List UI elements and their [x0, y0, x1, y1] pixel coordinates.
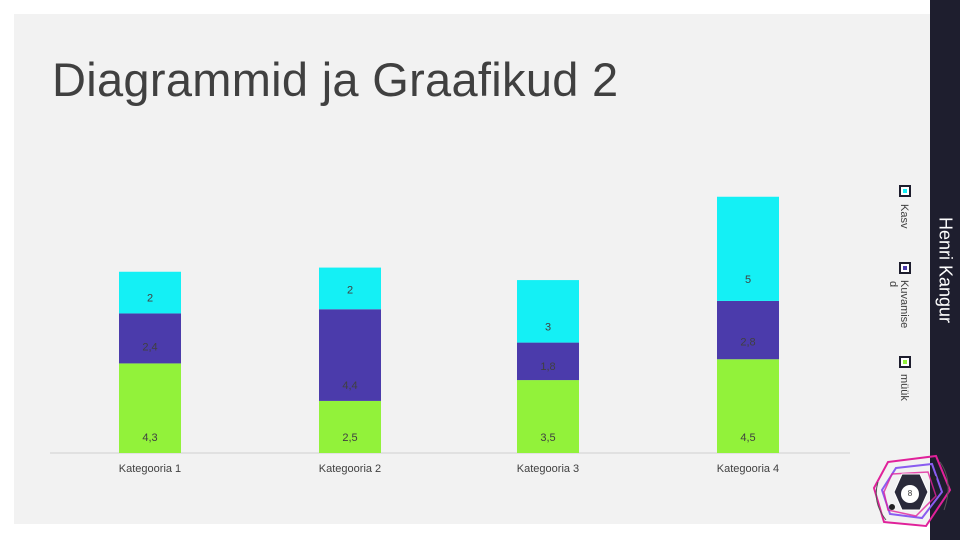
page-number: 8	[901, 485, 919, 503]
legend-label: Kuvamise	[898, 280, 910, 328]
bar-segment	[119, 271, 181, 314]
data-label: 2	[147, 292, 153, 304]
data-label: 1,8	[540, 361, 555, 373]
bar-segment	[717, 300, 779, 360]
data-label: 2,4	[142, 341, 157, 353]
category-label: Kategooria 3	[517, 463, 579, 475]
legend-swatch-fill	[903, 266, 907, 270]
data-label: 2,8	[740, 336, 755, 348]
bar-segment	[119, 313, 181, 364]
data-label: 3	[545, 322, 551, 334]
right-side-bar	[930, 0, 960, 540]
bar-segment	[717, 196, 779, 301]
bar-segment	[319, 309, 381, 401]
data-label: 4,4	[342, 380, 357, 392]
legend-label-wrap: d	[887, 281, 899, 287]
data-label: 5	[745, 274, 751, 286]
bar-segment	[717, 359, 779, 453]
author-name: Henri Kangur	[935, 216, 956, 324]
stacked-bar-chart: 4,3 2,4 2 Kategooria 1 2,5 4,4 2 Kategooria 2 3,…	[50, 185, 911, 475]
category-label: Kategooria 4	[717, 463, 779, 475]
category-label: Kategooria 1	[119, 463, 181, 475]
bar-segment	[517, 342, 579, 381]
slide-title: Diagrammid ja Graafikud 2	[52, 53, 619, 106]
bar-segment	[319, 267, 381, 310]
legend-label: müük	[898, 374, 910, 401]
data-label: 4,5	[740, 432, 755, 444]
legend-label: Kasv	[898, 204, 910, 229]
bar-segment	[319, 400, 381, 453]
data-label: 4,3	[142, 432, 157, 444]
legend-swatch-fill	[903, 189, 907, 193]
data-label: 2,5	[342, 432, 357, 444]
data-label: 2	[347, 284, 353, 296]
legend-swatch-fill	[903, 360, 907, 364]
bar-segment	[517, 280, 579, 343]
data-label: 3,5	[540, 432, 555, 444]
bar-segment	[517, 380, 579, 453]
category-label: Kategooria 2	[319, 463, 381, 475]
bar-segment	[119, 363, 181, 453]
